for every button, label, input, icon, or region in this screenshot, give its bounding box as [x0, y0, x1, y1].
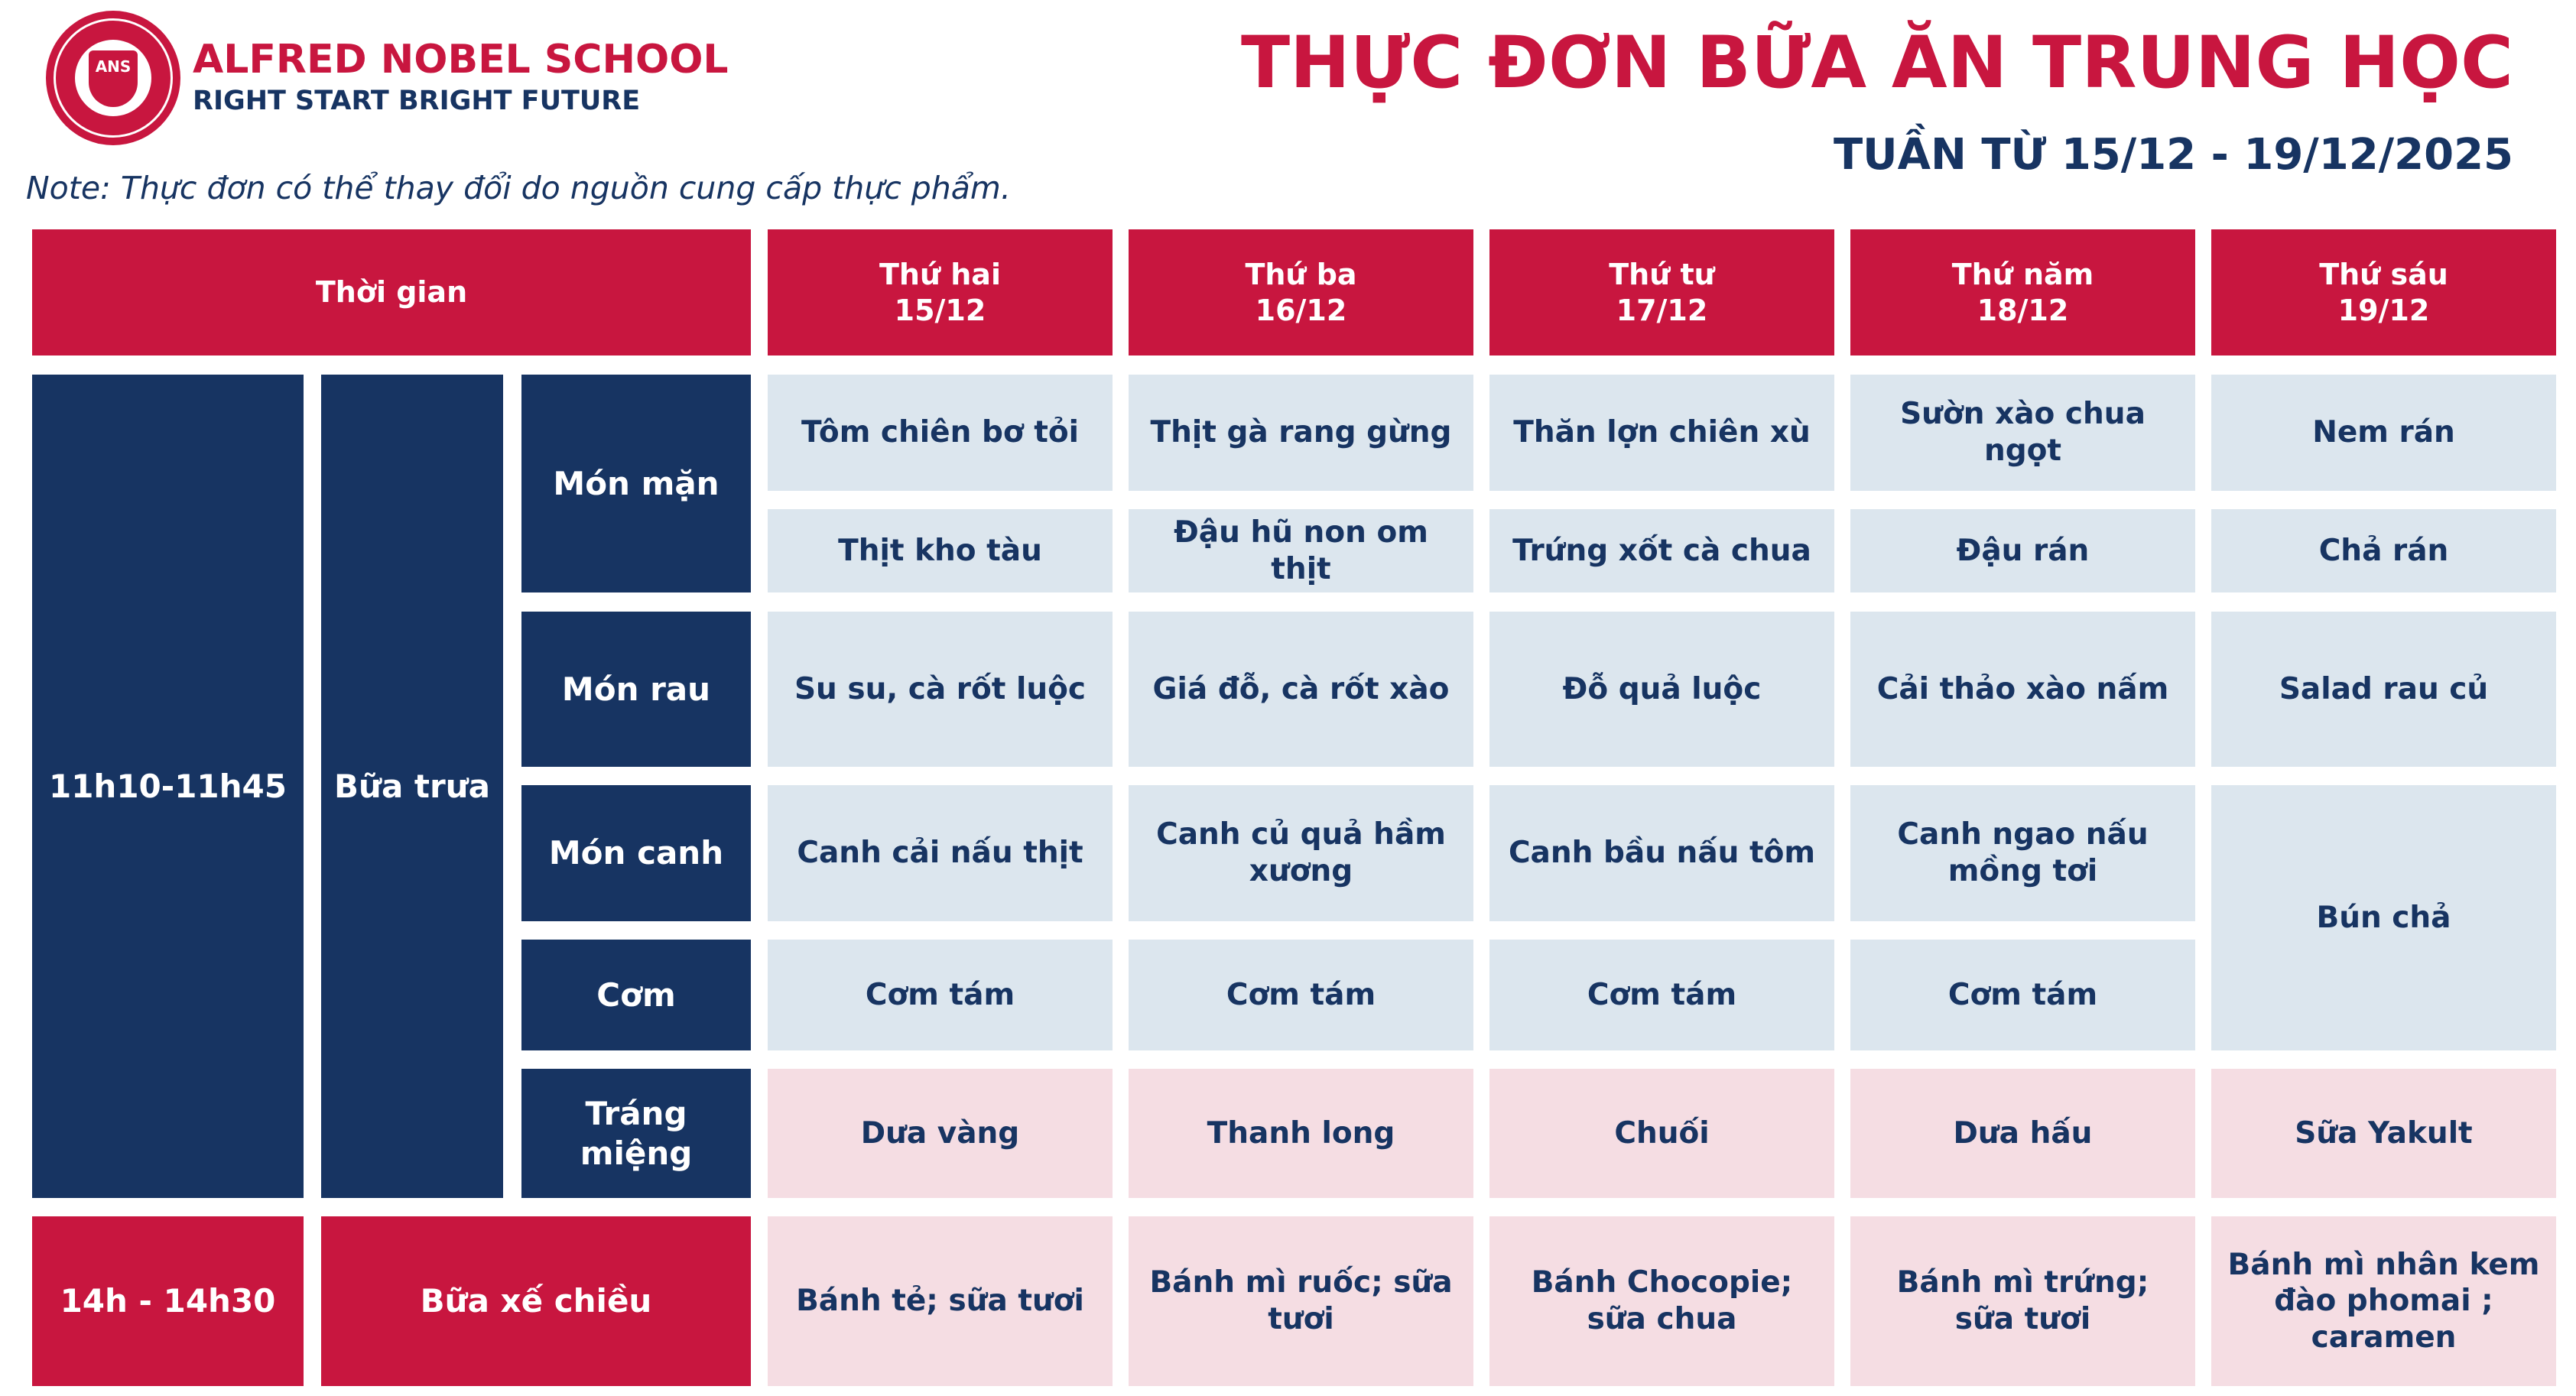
day-name: Thứ năm	[1951, 258, 2094, 292]
category-soup: Món canh	[521, 785, 751, 921]
lunch-time: 11h10-11h45	[32, 375, 304, 1198]
dish-soup-rice-fri: Bún chả	[2211, 785, 2556, 1050]
day-date: 16/12	[1255, 293, 1347, 327]
dish-veg-tue: Giá đỗ, cà rốt xào	[1129, 612, 1473, 767]
category-rice: Cơm	[521, 940, 751, 1050]
school-name: ALFRED NOBEL SCHOOL	[193, 37, 729, 83]
school-slogan: RIGHT START BRIGHT FUTURE	[193, 86, 641, 116]
category-main: Món mặn	[521, 375, 751, 592]
dish-rice-wed: Cơm tám	[1489, 940, 1834, 1050]
dish-dessert-tue: Thanh long	[1129, 1069, 1473, 1198]
dish-main1-wed: Thăn lợn chiên xù	[1489, 375, 1834, 491]
dish-main2-tue: Đậu hũ non om thịt	[1129, 509, 1473, 592]
snack-mon: Bánh tẻ; sữa tươi	[768, 1216, 1113, 1386]
category-dessert: Tráng miệng	[521, 1069, 751, 1198]
snack-fri: Bánh mì nhân kem đào phomai ; caramen	[2211, 1216, 2556, 1386]
day-name: Thứ sáu	[2319, 258, 2448, 292]
day-name: Thứ tư	[1609, 258, 1715, 292]
menu-note: Note: Thực đơn có thể thay đổi do nguồn …	[26, 170, 1011, 206]
snack-tue: Bánh mì ruốc; sữa tươi	[1129, 1216, 1473, 1386]
dish-main1-mon: Tôm chiên bơ tỏi	[768, 375, 1113, 491]
dish-dessert-wed: Chuối	[1489, 1069, 1834, 1198]
dish-main1-fri: Nem rán	[2211, 375, 2556, 491]
dish-soup-tue: Canh củ quả hầm xương	[1129, 785, 1473, 921]
snack-meal: Bữa xế chiều	[321, 1216, 751, 1386]
snack-wed: Bánh Chocopie; sữa chua	[1489, 1216, 1834, 1386]
day-date: 18/12	[1977, 293, 2069, 327]
dish-veg-fri: Salad rau củ	[2211, 612, 2556, 767]
snack-thu: Bánh mì trứng; sữa tươi	[1850, 1216, 2195, 1386]
day-header-thu: Thứ năm 18/12	[1850, 229, 2195, 355]
dish-main2-wed: Trứng xốt cà chua	[1489, 509, 1834, 592]
school-logo: ANS	[46, 11, 180, 145]
day-date: 19/12	[2337, 293, 2430, 327]
time-header: Thời gian	[32, 229, 751, 355]
dish-veg-mon: Su su, cà rốt luộc	[768, 612, 1113, 767]
dish-main1-tue: Thịt gà rang gừng	[1129, 375, 1473, 491]
dish-main2-thu: Đậu rán	[1850, 509, 2195, 592]
snack-time: 14h - 14h30	[32, 1216, 304, 1386]
day-date: 15/12	[894, 293, 986, 327]
page-title: THỰC ĐƠN BỮA ĂN TRUNG HỌC	[1240, 21, 2513, 105]
dish-dessert-fri: Sữa Yakult	[2211, 1069, 2556, 1198]
dish-rice-mon: Cơm tám	[768, 940, 1113, 1050]
day-header-mon: Thứ hai 15/12	[768, 229, 1113, 355]
day-header-wed: Thứ tư 17/12	[1489, 229, 1834, 355]
dish-rice-thu: Cơm tám	[1850, 940, 2195, 1050]
dish-soup-thu: Canh ngao nấu mồng tơi	[1850, 785, 2195, 921]
lunch-meal: Bữa trưa	[321, 375, 503, 1198]
logo-shield: ANS	[89, 50, 138, 107]
dish-rice-tue: Cơm tám	[1129, 940, 1473, 1050]
dish-main1-thu: Sườn xào chua ngọt	[1850, 375, 2195, 491]
dish-soup-wed: Canh bầu nấu tôm	[1489, 785, 1834, 921]
dish-soup-mon: Canh cải nấu thịt	[768, 785, 1113, 921]
day-header-fri: Thứ sáu 19/12	[2211, 229, 2556, 355]
week-range: TUẦN TỪ 15/12 - 19/12/2025	[1833, 130, 2513, 180]
day-name: Thứ hai	[879, 258, 1001, 292]
dish-main2-fri: Chả rán	[2211, 509, 2556, 592]
dish-dessert-mon: Dưa vàng	[768, 1069, 1113, 1198]
day-header-tue: Thứ ba 16/12	[1129, 229, 1473, 355]
dish-main2-mon: Thịt kho tàu	[768, 509, 1113, 592]
dish-veg-wed: Đỗ quả luộc	[1489, 612, 1834, 767]
day-date: 17/12	[1616, 293, 1708, 327]
dish-dessert-thu: Dưa hấu	[1850, 1069, 2195, 1198]
category-veg: Món rau	[521, 612, 751, 767]
day-name: Thứ ba	[1245, 258, 1357, 292]
logo-ring	[54, 18, 173, 138]
dish-veg-thu: Cải thảo xào nấm	[1850, 612, 2195, 767]
